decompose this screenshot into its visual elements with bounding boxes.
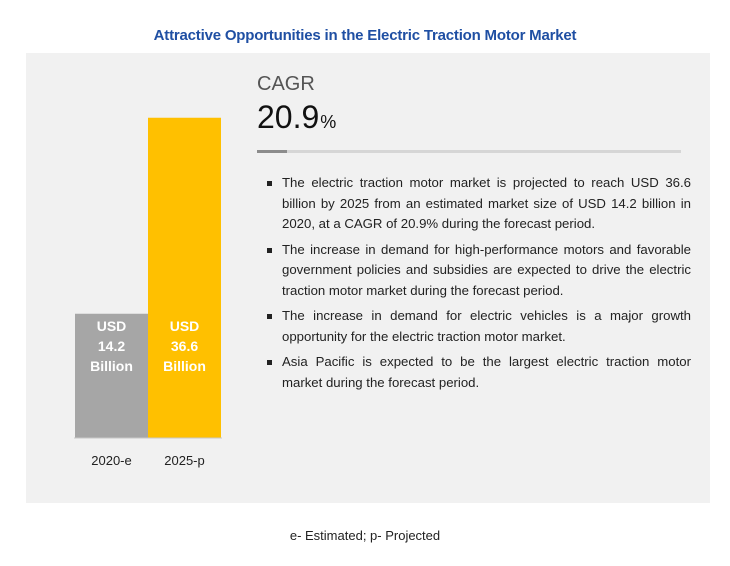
bar-data-label-2025-p-line-1: USD: [170, 318, 200, 334]
bar-2025-p: [148, 117, 221, 438]
content-panel: USD 14.2 Billion 2020-e USD 36.6 Billion 2025-p…: [26, 53, 710, 503]
bar-data-label-2020-e-line-1: USD: [97, 318, 127, 334]
bar-data-label-2020-e-line-3: Billion: [90, 358, 133, 374]
bar-chart: USD 14.2 Billion 2020-e USD 36.6 Billion 2025-p: [74, 117, 222, 468]
key-point-2: The increase in demand for high-performa…: [266, 240, 691, 302]
cagr-unit: %: [320, 112, 337, 132]
key-point-3: The increase in demand for electric vehi…: [266, 306, 691, 347]
x-tick-label-2020-e: 2020-e: [91, 453, 131, 468]
bar-data-label-2025-p-line-2: 36.6: [171, 338, 198, 354]
bar-2020-e: [75, 313, 148, 438]
cagr-divider: [257, 150, 681, 153]
cagr-value: 20.9%: [257, 99, 336, 136]
footnote: e- Estimated; p- Projected: [289, 528, 441, 543]
cagr-label: CAGR: [257, 73, 315, 95]
key-point-1: The electric traction motor market is pr…: [266, 173, 691, 235]
bar-data-label-2025-p-line-3: Billion: [163, 358, 206, 374]
cagr-divider-accent: [257, 150, 287, 153]
x-tick-label-2025-p: 2025-p: [164, 453, 204, 468]
key-points-list: The electric traction motor market is pr…: [266, 173, 691, 398]
bars-layer: USD 14.2 Billion 2020-e USD 36.6 Billion 2025-p: [75, 117, 221, 468]
cagr-number: 20.9: [257, 99, 320, 135]
bar-data-label-2020-e-line-2: 14.2: [98, 338, 125, 354]
chart-title: Attractive Opportunities in the Electric…: [153, 27, 577, 44]
key-point-4: Asia Pacific is expected to be the large…: [266, 352, 691, 393]
